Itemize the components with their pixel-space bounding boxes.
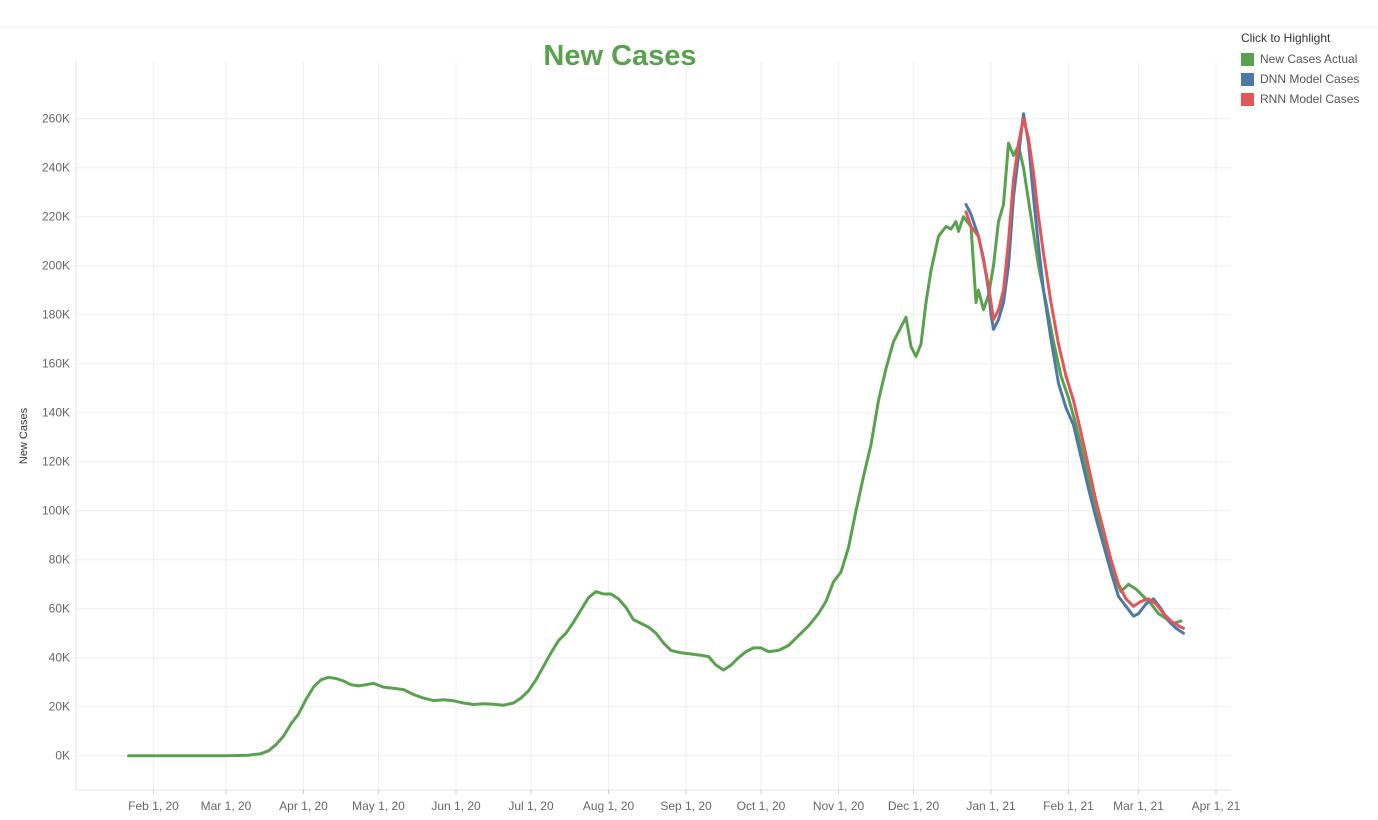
y-tick-label-80k: 80K [49, 553, 70, 567]
x-tick-label-jun-1-20: Jun 1, 20 [431, 799, 481, 813]
y-tick-label-140k: 140K [42, 406, 70, 420]
y-tick-label-200k: 200K [42, 259, 70, 273]
y-tick-label-0k: 0K [55, 749, 70, 763]
y-tick-label-220k: 220K [42, 210, 70, 224]
y-tick-label-20k: 20K [49, 700, 70, 714]
legend-label-new-cases-actual: New Cases Actual [1260, 52, 1358, 66]
series-layer [127, 112, 1185, 758]
chart-title: New Cases [543, 40, 696, 72]
legend: Click to Highlight New Cases Actual DNN … [1241, 31, 1376, 109]
legend-item-rnn-model-cases[interactable]: RNN Model Cases [1241, 89, 1376, 109]
x-tick-label-jul-1-20: Jul 1, 20 [508, 799, 554, 813]
x-tick-label-mar-1-20: Mar 1, 20 [201, 799, 252, 813]
legend-item-dnn-model-cases[interactable]: DNN Model Cases [1241, 69, 1376, 89]
x-tick-label-dec-1-20: Dec 1, 20 [888, 799, 940, 813]
y-axis-title: New Cases [18, 407, 30, 464]
grid-layer [76, 62, 1231, 790]
x-tick-label-apr-1-21: Apr 1, 21 [1192, 799, 1241, 813]
y-tick-label-180k: 180K [42, 308, 70, 322]
x-tick-label-mar-1-21: Mar 1, 21 [1113, 799, 1164, 813]
y-tick-label-40k: 40K [49, 651, 70, 665]
x-tick-label-feb-1-21: Feb 1, 21 [1043, 799, 1094, 813]
x-tick-label-nov-1-20: Nov 1, 20 [813, 799, 865, 813]
legend-item-new-cases-actual[interactable]: New Cases Actual [1241, 49, 1376, 69]
legend-label-rnn-model-cases: RNN Model Cases [1260, 92, 1360, 106]
x-tick-label-sep-1-20: Sep 1, 20 [660, 799, 712, 813]
axis-layer: 0K 20K 40K 60K 80K 100K 120K 140K 160K 180K 200K 22… [42, 62, 1241, 813]
legend-label-dnn-model-cases: DNN Model Cases [1260, 72, 1360, 86]
x-tick-label-aug-1-20: Aug 1, 20 [583, 799, 635, 813]
legend-title: Click to Highlight [1241, 31, 1331, 45]
y-tick-label-60k: 60K [49, 602, 70, 616]
y-tick-label-160k: 160K [42, 357, 70, 371]
series-line-rnn-model-cases[interactable] [964, 117, 1185, 630]
series-line-dnn-model-cases[interactable] [964, 112, 1185, 635]
y-tick-label-240k: 240K [42, 161, 70, 175]
x-tick-label-jan-1-21: Jan 1, 21 [966, 799, 1016, 813]
y-tick-label-100k: 100K [42, 504, 70, 518]
x-tick-label-may-1-20: May 1, 20 [352, 799, 405, 813]
legend-swatch-dnn-model-cases [1241, 72, 1254, 86]
y-tick-label-120k: 120K [42, 455, 70, 469]
x-tick-label-oct-1-20: Oct 1, 20 [737, 799, 786, 813]
legend-swatch-new-cases-actual [1241, 52, 1254, 66]
x-tick-label-feb-1-20: Feb 1, 20 [128, 799, 179, 813]
x-tick-label-apr-1-20: Apr 1, 20 [279, 799, 328, 813]
legend-swatch-rnn-model-cases [1241, 92, 1254, 106]
y-tick-label-260k: 260K [42, 112, 70, 126]
series-line-new-cases-actual[interactable] [127, 141, 1183, 758]
